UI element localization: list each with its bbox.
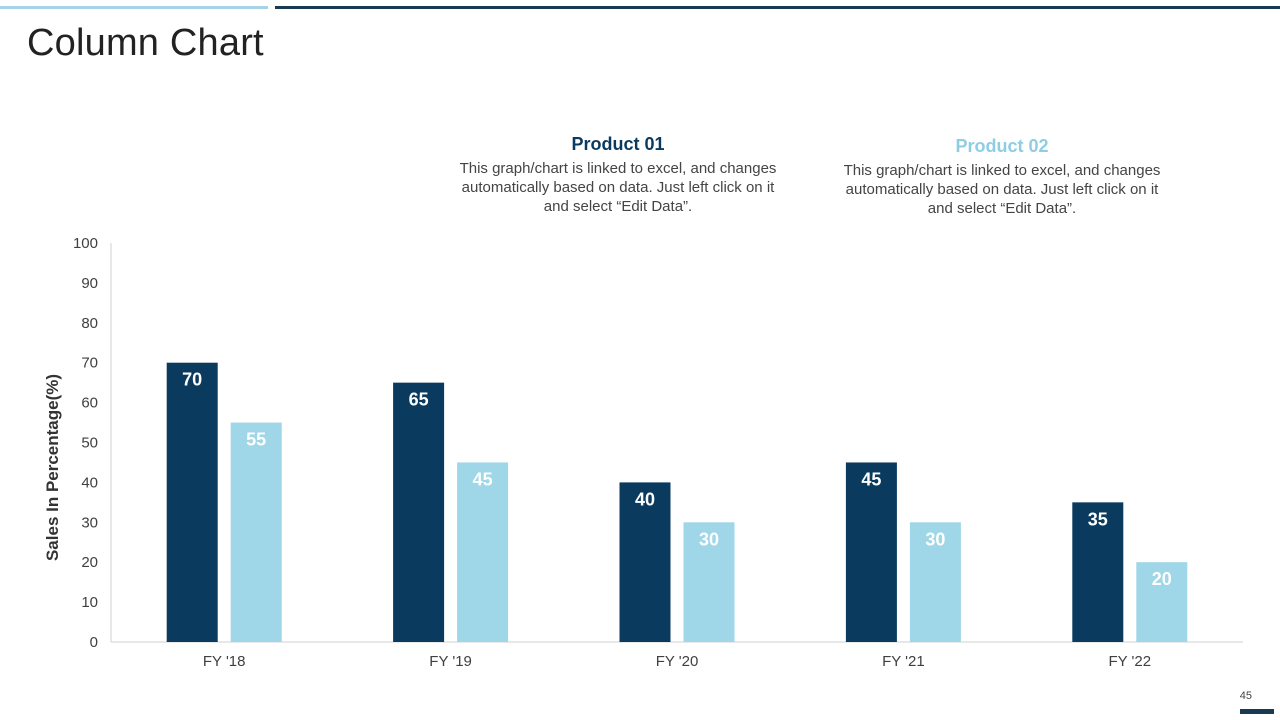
data-label: 70 — [182, 370, 202, 390]
y-tick-label: 20 — [81, 554, 98, 571]
bar-1-5 — [1072, 502, 1124, 642]
top-accent-bar-dark — [275, 6, 1280, 9]
x-tick-label: FY '19 — [429, 653, 472, 670]
x-tick-label: FY '20 — [656, 653, 699, 670]
data-label: 30 — [699, 529, 719, 549]
x-tick-label: FY '21 — [882, 653, 925, 670]
y-tick-label: 90 — [81, 275, 98, 292]
page-title: Column Chart — [27, 22, 264, 64]
legend-product-01-title: Product 01 — [571, 134, 665, 154]
bar-2-5 — [1136, 562, 1188, 642]
y-tick-label: 100 — [73, 235, 98, 252]
y-tick-label: 80 — [81, 315, 98, 332]
top-accent-bar-light — [0, 6, 268, 9]
data-label: 40 — [635, 489, 655, 509]
y-tick-label: 40 — [81, 474, 98, 491]
y-tick-label: 70 — [81, 355, 98, 372]
legend-product-02-description: This graph/chart is linked to excel, and… — [843, 162, 1161, 217]
bar-1-1 — [166, 362, 218, 642]
bar-2-2 — [457, 462, 509, 642]
bar-1-2 — [393, 382, 445, 642]
y-tick-label: 50 — [81, 435, 98, 452]
bar-1-3 — [619, 482, 671, 642]
data-label: 45 — [861, 469, 881, 489]
legend-product-01: Product 01 This graph/chart is linked to… — [453, 134, 783, 216]
data-label: 65 — [409, 390, 429, 410]
y-tick-label: 10 — [81, 594, 98, 611]
legend-product-02: Product 02 This graph/chart is linked to… — [837, 136, 1167, 218]
x-tick-label: FY '22 — [1108, 653, 1151, 670]
page-number: 45 — [1239, 690, 1252, 702]
page-number-bar — [1240, 709, 1274, 714]
bar-2-3 — [683, 522, 735, 642]
bar-2-4 — [909, 522, 961, 642]
data-label: 45 — [473, 469, 493, 489]
bar-1-4 — [845, 462, 897, 642]
data-label: 30 — [925, 529, 945, 549]
bar-2-1 — [230, 422, 282, 642]
y-tick-label: 30 — [81, 514, 98, 531]
legend-product-02-title: Product 02 — [955, 136, 1049, 156]
y-tick-label: 60 — [81, 395, 98, 412]
y-tick-label: 0 — [90, 634, 98, 651]
data-label: 20 — [1152, 569, 1172, 589]
y-axis-title: Sales In Percentage(%) — [43, 374, 62, 561]
legend-product-01-description: This graph/chart is linked to excel, and… — [459, 160, 777, 215]
x-tick-label: FY '18 — [203, 653, 246, 670]
data-label: 55 — [246, 430, 266, 450]
data-label: 35 — [1088, 509, 1108, 529]
